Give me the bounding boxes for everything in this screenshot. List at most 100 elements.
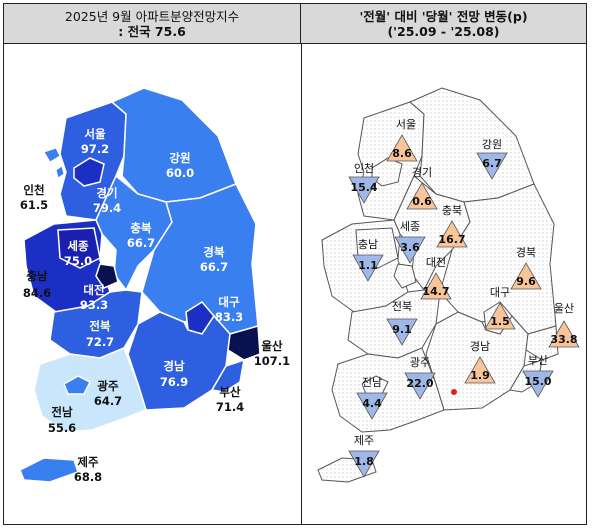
right-label-name-jeju: 제주 [354, 434, 374, 447]
label-seoul-value: 97.2 [81, 142, 109, 156]
label-jeonnam-value: 55.6 [48, 421, 76, 435]
triangle-up-seoul [386, 134, 418, 162]
right-label-name-daejeon: 대전 [426, 256, 446, 269]
label-daegu-value: 83.3 [215, 310, 243, 324]
right-label-value-chungbuk: 16.7 [438, 233, 465, 246]
right-label-value-jeju: 1.8 [354, 455, 374, 468]
label-gwangju-value: 64.7 [94, 394, 122, 408]
right-label-name-jeonbuk: 전북 [392, 300, 412, 313]
right-label-name-jeonnam: 전남 [362, 376, 382, 389]
outline-ulsan [525, 325, 559, 361]
triangle-up-ulsan [548, 320, 580, 348]
label-ulsan-value: 107.1 [254, 354, 290, 368]
right-label-name-gyeonggi: 경기 [412, 166, 432, 179]
left-choropleth-map: 서울 97.2 인천 61.5 경기 79.4 강원 60.0 세종 75.0 … [19, 87, 290, 484]
label-gwangju-name: 광주 [97, 379, 119, 393]
right-label-name-busan: 부산 [528, 354, 548, 367]
triangle-down-jeonbuk [386, 318, 418, 346]
label-sejong-name: 세종 [67, 239, 89, 253]
right-label-name-ulsan: 울산 [554, 302, 574, 315]
right-label-name-incheon: 인천 [354, 161, 374, 175]
right-label-name-daegu: 대구 [490, 286, 510, 299]
label-chungnam-value: 84.6 [23, 286, 51, 300]
region-gwangju-shape [63, 375, 92, 395]
triangle-down-busan [522, 370, 554, 398]
right-label-value-gyeongnam: 1.9 [470, 369, 490, 382]
right-label-name-gyeongbuk: 경북 [516, 246, 536, 259]
label-jeju-value: 68.8 [74, 470, 102, 484]
label-gangwon-name: 강원 [169, 151, 190, 165]
right-label-value-chungnam: 1.1 [358, 259, 378, 272]
right-header-period: ('25.09 - '25.08) [387, 23, 500, 39]
label-busan-name: 부산 [219, 385, 241, 399]
label-daejeon-name: 대전 [83, 283, 104, 297]
region-seoul-shape [73, 157, 105, 187]
label-sejong-value: 75.0 [64, 254, 92, 268]
outline-gangwon [409, 87, 535, 203]
triangle-down-jeju [348, 450, 380, 478]
triangle-down-incheon [348, 176, 380, 204]
triangle-down-sejong [394, 236, 426, 264]
label-jeju-name: 제주 [77, 455, 99, 469]
region-jeonnam-shape [33, 347, 147, 433]
right-label-value-ulsan: 33.8 [550, 333, 577, 346]
region-jeju-shape [19, 457, 79, 483]
label-gyeongnam-value: 76.9 [160, 375, 188, 389]
triangle-up-daegu [484, 302, 516, 330]
outline-jeonnam [331, 347, 445, 433]
label-chungbuk-value: 66.7 [127, 236, 155, 250]
region-daejeon-shape [95, 263, 119, 289]
label-daegu-name: 대구 [218, 295, 240, 309]
right-label-value-sejong: 3.6 [400, 241, 420, 254]
panel-divider [301, 44, 302, 524]
label-gyeongnam-name: 경남 [163, 359, 185, 373]
label-seoul-name: 서울 [84, 127, 106, 141]
triangle-up-daejeon [420, 272, 452, 300]
region-incheon-shape [43, 147, 65, 179]
label-busan-value: 71.4 [216, 400, 244, 414]
label-gyeongbuk-value: 66.7 [200, 260, 228, 274]
right-label-value-gwangju: 22.0 [406, 377, 433, 390]
right-label-value-seoul: 8.6 [392, 147, 412, 160]
right-label-value-gyeongbuk: 9.6 [516, 275, 536, 288]
label-gyeonggi-name: 경기 [96, 186, 117, 200]
red-marker-dot [451, 389, 457, 395]
triangle-up-gyeonggi [406, 182, 438, 210]
region-ulsan-shape [227, 325, 261, 361]
triangle-markers: 서울 8.6 강원 6.7 인천 15.4 경기 0.6 충북 16.7 세종 3.6 충남 1.1 경북 9… [348, 118, 580, 478]
right-label-name-gangwon: 강원 [482, 138, 502, 151]
right-header-title: '전월' 대비 '당월' 전망 변동(p) [359, 8, 528, 24]
region-sejong-shape [57, 227, 101, 269]
right-label-value-daejeon: 14.7 [422, 285, 449, 298]
triangle-up-gyeongnam [464, 356, 496, 384]
left-panel-header: 2025년 9월 아파트분양전망지수 : 전국 75.6 [4, 4, 301, 44]
label-jeonbuk-name: 전북 [89, 319, 111, 333]
outline-daejeon [393, 263, 417, 289]
triangle-down-chungnam [352, 254, 384, 282]
left-header-national-index: : 전국 75.6 [118, 23, 186, 39]
right-label-value-gangwon: 6.7 [482, 157, 502, 170]
label-gyeonggi-value: 79.4 [93, 201, 121, 215]
label-chungbuk-name: 충북 [130, 221, 152, 235]
right-label-value-incheon: 15.4 [350, 181, 377, 194]
triangle-up-chungbuk [436, 220, 468, 248]
right-label-name-gwangju: 광주 [410, 356, 430, 369]
right-panel-header: '전월' 대비 '당월' 전망 변동(p) ('25.09 - '25.08) [301, 4, 586, 44]
triangle-down-gangwon [476, 152, 508, 180]
label-incheon-name: 인천 [23, 183, 44, 197]
label-ulsan-name: 울산 [261, 339, 283, 353]
right-label-name-gyeongnam: 경남 [470, 340, 490, 353]
region-busan-shape [210, 358, 245, 393]
right-label-name-chungbuk: 충북 [442, 204, 462, 217]
triangle-up-gyeongbuk [510, 262, 542, 290]
outline-gwangju [361, 375, 389, 395]
right-change-map: 서울 8.6 강원 6.7 인천 15.4 경기 0.6 충북 16.7 세종 3.6 충남 1.1 경북 9… [317, 87, 580, 483]
triangle-down-jeonnam [356, 392, 388, 420]
label-daejeon-value: 93.3 [80, 298, 108, 312]
label-jeonnam-name: 전남 [51, 405, 73, 419]
triangle-down-gwangju [404, 372, 436, 400]
label-incheon-value: 61.5 [20, 198, 48, 212]
right-label-value-jeonnam: 4.4 [362, 397, 382, 410]
right-label-name-sejong: 세종 [400, 220, 420, 233]
right-label-name-seoul: 서울 [396, 118, 416, 131]
